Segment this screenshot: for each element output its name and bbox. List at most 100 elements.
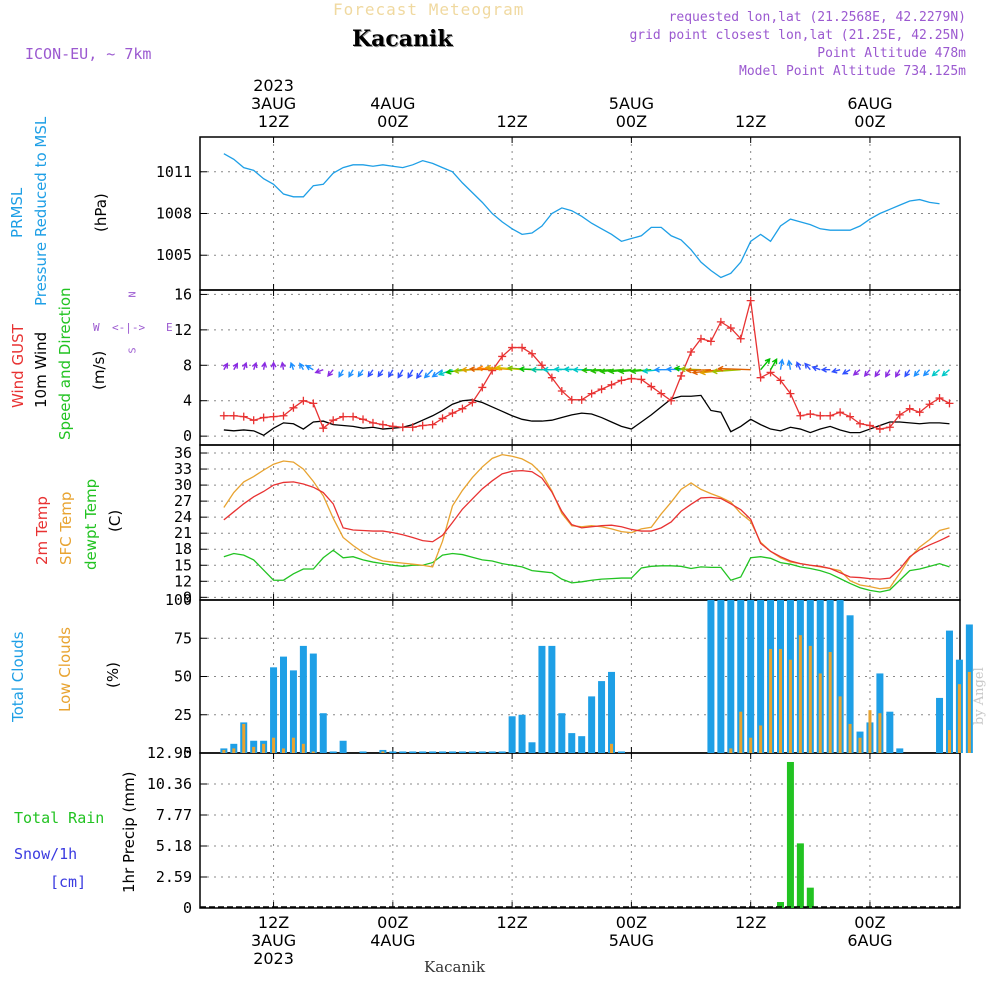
ytick-label-wind-2: 8 — [183, 356, 192, 374]
model-altitude: Model Point Altitude 734.125m — [739, 64, 966, 79]
low-cloud-bar-59 — [808, 645, 812, 753]
wind-arrow-69 — [904, 369, 911, 378]
gust-marker-26 — [478, 383, 487, 392]
gust-marker-52 — [736, 334, 745, 343]
wind-arrow-66 — [874, 369, 881, 378]
ytick-label-wind-0: 0 — [183, 427, 192, 445]
wind-arrow-58 — [795, 361, 802, 371]
ytick-label-precip-5: 12.95 — [147, 744, 192, 762]
wind-arrow-13 — [348, 369, 354, 378]
gust-marker-47 — [687, 348, 696, 356]
total-cloud-bar-34 — [558, 713, 566, 753]
total-cloud-bar-10 — [319, 713, 327, 753]
wind-arrow-7 — [289, 361, 296, 370]
total-cloud-bar-37 — [588, 696, 596, 753]
ytick-label-pressure-0: 1005 — [156, 246, 192, 264]
gust-marker-67 — [885, 423, 894, 432]
total-cloud-bar-63 — [846, 615, 854, 753]
total-cloud-bar-53 — [747, 600, 755, 753]
wind-arrow-53 — [717, 365, 751, 372]
rain-bar-1 — [786, 761, 794, 908]
gust-marker-34 — [557, 386, 566, 395]
compass-bar: <-|-> — [112, 321, 146, 334]
time-bottom-0-0: 12Z — [258, 913, 289, 932]
time-bottom-2-0: 12Z — [496, 913, 527, 932]
low-cloud-bar-56 — [778, 648, 782, 753]
gust-marker-54 — [756, 373, 765, 382]
gust-marker-21 — [428, 420, 437, 429]
ytick-label-precip-2: 5.18 — [156, 837, 192, 855]
low-cloud-bar-58 — [798, 635, 802, 753]
gust-marker-53 — [746, 296, 755, 305]
low-cloud-bar-0 — [222, 749, 226, 753]
wind-arrow-73 — [941, 369, 950, 377]
gust-marker-33 — [547, 373, 556, 382]
gust-marker-43 — [647, 382, 656, 391]
ytick-label-clouds-2: 50 — [174, 668, 192, 686]
footer-location: Kacanik — [424, 958, 486, 976]
gust-marker-66 — [875, 425, 884, 434]
gust-marker-35 — [567, 395, 576, 404]
wind-arrow-3 — [251, 361, 258, 370]
pressure-line — [223, 153, 940, 279]
total-cloud-bar-40 — [617, 751, 625, 753]
total-cloud-bar-6 — [279, 656, 287, 753]
low-cloud-bar-2 — [242, 723, 246, 753]
ytick-label-precip-0: 0 — [183, 899, 192, 917]
time-bottom-3-0: 00Z — [616, 913, 647, 932]
total-cloud-bar-54 — [757, 600, 765, 753]
gust-marker-7 — [289, 403, 298, 412]
gust-marker-61 — [826, 411, 835, 420]
sfc-temp-line — [223, 453, 950, 590]
ytick-label-temperature-2: 15 — [174, 556, 192, 574]
gust-marker-46 — [677, 371, 686, 380]
gust-marker-10 — [319, 424, 328, 433]
wind-arrow-68 — [895, 369, 901, 378]
gust-marker-36 — [577, 395, 586, 404]
total-cloud-bar-26 — [478, 751, 486, 753]
gust-marker-17 — [388, 422, 397, 431]
time-bottom-1-0: 00Z — [377, 913, 408, 932]
time-top-2-0: 12Z — [496, 112, 527, 131]
gust-marker-68 — [895, 410, 904, 419]
wind-arrow-2 — [241, 361, 248, 370]
gust-marker-25 — [468, 398, 477, 407]
gust-marker-59 — [806, 410, 815, 418]
total-cloud-bar-28 — [498, 751, 506, 753]
time-bottom-0-2: 2023 — [253, 949, 294, 968]
ytick-label-wind-3: 12 — [174, 321, 192, 339]
total-cloud-bar-8 — [299, 645, 307, 753]
low-cloud-bar-9 — [311, 751, 315, 753]
gust-marker-38 — [597, 385, 606, 394]
wind-arrow-67 — [885, 369, 891, 378]
wind-arrow-62 — [830, 367, 841, 374]
wind-arrow-57 — [786, 359, 793, 370]
gust-marker-39 — [607, 380, 616, 389]
total-cloud-bar-33 — [548, 645, 556, 753]
gust-marker-31 — [527, 349, 536, 358]
gust-marker-56 — [776, 376, 785, 385]
wind-10m-line — [223, 394, 950, 437]
ytick-label-wind-4: 16 — [174, 285, 192, 303]
total-cloud-bar-19 — [409, 751, 417, 753]
ytick-label-precip-1: 2.59 — [156, 868, 192, 886]
gust-marker-42 — [637, 375, 646, 384]
wind-arrow-9 — [305, 364, 314, 371]
ytick-label-temperature-3: 18 — [174, 540, 192, 558]
gust-marker-62 — [836, 408, 845, 417]
gust-marker-28 — [498, 352, 507, 361]
gust-marker-29 — [508, 343, 517, 352]
wind-arrow-29 — [484, 364, 513, 371]
low-cloud-bar-53 — [749, 737, 753, 753]
time-bottom-4-0: 12Z — [735, 913, 766, 932]
low-cloud-bar-65 — [868, 710, 872, 753]
gust-marker-30 — [518, 343, 527, 352]
ytick-label-clouds-1: 25 — [174, 706, 192, 724]
gust-marker-6 — [279, 411, 288, 420]
wind-arrow-14 — [357, 369, 364, 378]
low-cloud-bar-66 — [878, 713, 882, 753]
compass-w: W — [93, 321, 100, 334]
wind-arrow-8 — [299, 362, 305, 371]
total-cloud-bar-14 — [359, 751, 367, 753]
